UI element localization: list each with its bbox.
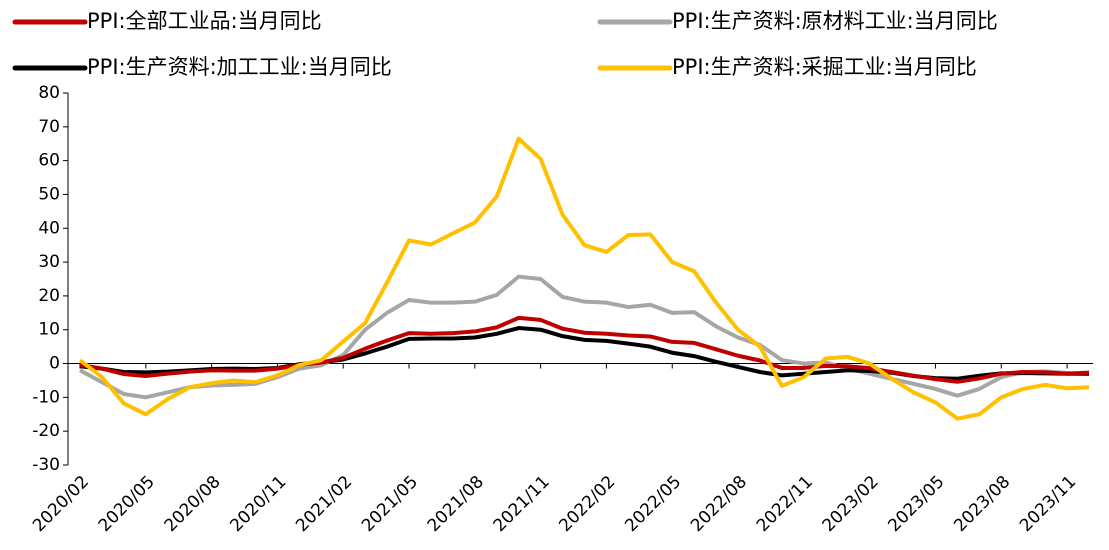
y-tick-label: -20 (32, 421, 60, 441)
x-tick-label: 2022/02 (555, 472, 619, 536)
y-tick-label: -10 (32, 387, 60, 407)
x-tick-label: 2022/11 (753, 472, 817, 536)
legend-label: PPI:生产资料:采掘工业:当月同比 (672, 55, 977, 79)
x-tick-label: 2023/08 (950, 472, 1014, 536)
x-tick-label: 2021/08 (424, 472, 488, 536)
x-tick-label: 2022/08 (687, 472, 751, 536)
y-tick-label: 20 (38, 286, 60, 306)
y-tick-label: 70 (38, 117, 60, 137)
x-tick-label: 2020/11 (226, 472, 290, 536)
x-tick-label: 2021/05 (358, 472, 422, 536)
x-tick-label: 2020/08 (161, 472, 225, 536)
y-tick-label: 50 (38, 184, 60, 204)
y-tick-label: 30 (38, 252, 60, 272)
y-tick-label: 0 (49, 354, 60, 374)
series-line (79, 274, 1090, 400)
y-tick-label: 60 (38, 151, 60, 171)
x-tick-label: 2021/02 (292, 472, 356, 536)
x-tick-label: 2020/05 (95, 472, 159, 536)
x-tick-label: 2021/11 (490, 472, 554, 536)
y-tick-label: 40 (38, 218, 60, 238)
legend-label: PPI:全部工业品:当月同比 (87, 9, 322, 33)
x-tick-label: 2020/02 (29, 472, 93, 536)
legend-label: PPI:生产资料:原材料工业:当月同比 (672, 9, 998, 33)
y-tick-label: -30 (32, 455, 60, 475)
x-tick-label: 2023/11 (1016, 472, 1080, 536)
x-tick-label: 2023/05 (884, 472, 948, 536)
legend-label: PPI:生产资料:加工工业:当月同比 (87, 55, 392, 79)
y-tick-label: 10 (38, 320, 60, 340)
series-line (79, 315, 1090, 384)
series-line (78, 136, 1090, 421)
y-tick-label: 80 (38, 83, 60, 103)
x-tick-label: 2022/05 (621, 472, 685, 536)
x-tick-label: 2023/02 (819, 472, 883, 536)
